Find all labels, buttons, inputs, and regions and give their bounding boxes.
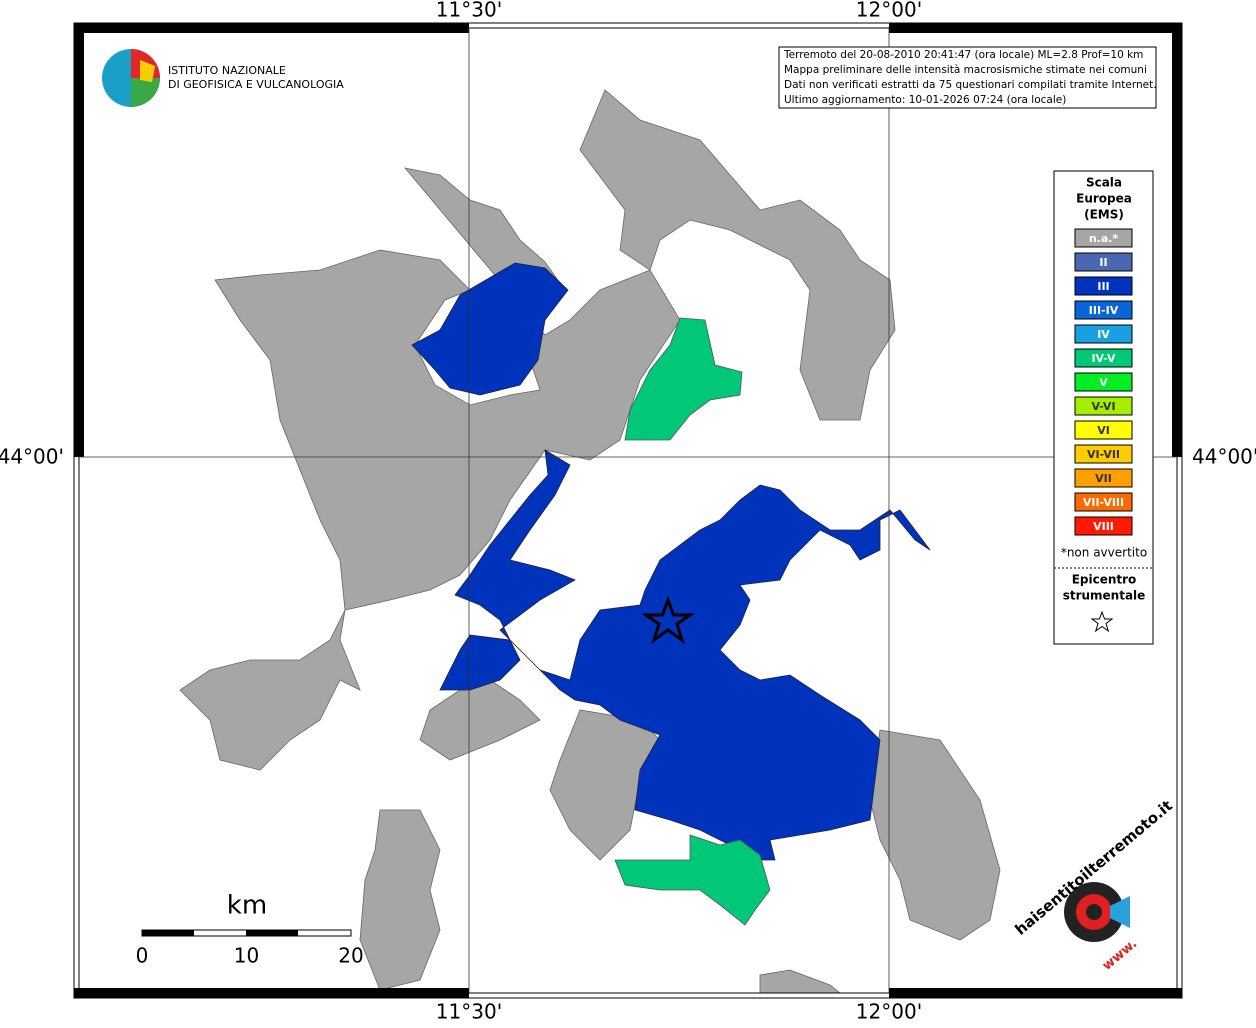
info-line: Mappa preliminare delle intensità macros… [784, 64, 1147, 76]
legend-swatch [1074, 228, 1133, 248]
legend-label: VIII [1093, 520, 1114, 533]
municipalities [179, 89, 1001, 994]
logo-text: ISTITUTO NAZIONALE [168, 64, 286, 77]
legend-epicenter: strumentale [1063, 589, 1146, 603]
legend-label: VII [1095, 472, 1112, 485]
legend-note: *non avvertito [1061, 546, 1147, 560]
legend-epicenter: Epicentro [1072, 573, 1137, 587]
site-logo-circle [1086, 904, 1102, 920]
logo-text: DI GEOFISICA E VULCANOLOGIA [168, 78, 344, 91]
legend-label: VI [1097, 424, 1110, 437]
frame-outer [73, 22, 1183, 999]
lon-label: 11°30' [436, 0, 502, 22]
legend-swatch [1074, 372, 1133, 392]
info-box: Terremoto del 20-08-2010 20:41:47 (ora l… [778, 46, 1157, 109]
legend-swatch [1074, 444, 1133, 464]
lon-label: 12°00' [856, 1000, 922, 1024]
epicenter-star [641, 595, 695, 644]
legend: Scala Europea (EMS) *non avvertito Epice… [1053, 170, 1154, 645]
legend-label: III [1097, 280, 1109, 293]
frame-segment [889, 988, 1182, 998]
info-line: Ultimo aggiornamento: 10-01-2026 07:24 (… [784, 94, 1066, 106]
legend-star [1090, 610, 1114, 633]
scale-bar: km 0 10 20 [136, 891, 364, 968]
logo-globe-part [131, 78, 160, 107]
frame-segment [74, 23, 84, 457]
info-line: Dati non verificati estratti da 75 quest… [784, 79, 1157, 91]
legend-label: V [1099, 376, 1108, 389]
site-logo-speaker [1110, 896, 1130, 928]
info-box-frame [778, 46, 1157, 109]
legend-swatch [1074, 252, 1133, 272]
scale-label: 0 [136, 944, 149, 968]
legend-title: (EMS) [1084, 208, 1124, 222]
scale-label: 20 [338, 944, 363, 968]
legend-label: V-VI [1091, 400, 1115, 413]
legend-swatch [1074, 420, 1133, 440]
legend-title: Scala [1086, 176, 1122, 190]
legend-swatch [1074, 492, 1133, 512]
legend-label: IV [1097, 328, 1110, 341]
legend-swatch [1074, 516, 1133, 536]
ingv-logo: ISTITUTO NAZIONALE DI GEOFISICA E VULCAN… [102, 49, 344, 107]
legend-title: Europea [1076, 192, 1132, 206]
legend-swatch [1074, 300, 1133, 320]
scale-unit: km [227, 891, 267, 921]
map-frame [73, 22, 1183, 999]
lon-label: 11°30' [436, 1000, 502, 1024]
legend-label: III-IV [1089, 304, 1119, 317]
frame-segment [1172, 23, 1182, 457]
legend-swatch [1074, 468, 1133, 488]
legend-swatch [1074, 276, 1133, 296]
lat-label: 44°00' [0, 445, 64, 469]
scale-bar-segment [246, 930, 298, 936]
legend-swatch [1074, 396, 1133, 416]
scale-bar-segment [142, 930, 194, 936]
legend-swatch [1074, 348, 1133, 368]
legend-label: IV-V [1091, 352, 1116, 365]
legend-label: VII-VIII [1083, 496, 1124, 509]
lon-label: 12°00' [856, 0, 922, 22]
legend-label: II [1099, 256, 1107, 269]
frame-segment [74, 988, 469, 998]
frame-segment [74, 23, 469, 33]
scale-label: 10 [234, 944, 259, 968]
info-line: Terremoto del 20-08-2010 20:41:47 (ora l… [783, 49, 1143, 61]
legend-swatch [1074, 324, 1133, 344]
logo-globe-part [140, 60, 155, 82]
legend-label: VI-VII [1087, 448, 1120, 461]
legend-label: n.a.* [1089, 232, 1119, 245]
frame-segment [889, 23, 1182, 33]
lat-label: 44°00' [1192, 445, 1256, 469]
frame-border [78, 27, 1178, 994]
